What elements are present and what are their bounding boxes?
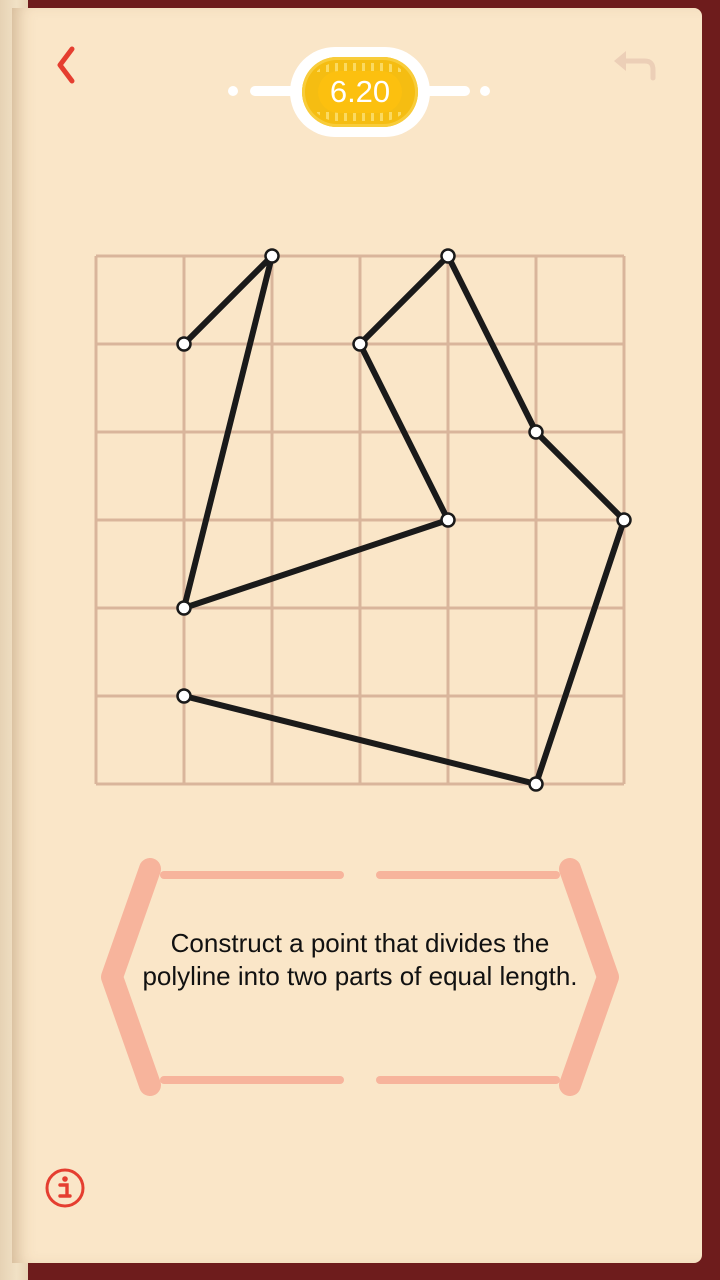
chevron-left-icon: [57, 46, 75, 84]
polyline-vertex[interactable]: [528, 776, 544, 792]
polyline-segment: [181, 693, 539, 787]
progress-line-left: [250, 86, 300, 96]
polyline: [181, 253, 627, 787]
polyline-segment: [533, 429, 627, 523]
polyline-vertex[interactable]: [176, 600, 192, 616]
polyline-vertex[interactable]: [616, 512, 632, 528]
info-button[interactable]: [44, 1167, 86, 1209]
polyline-vertex[interactable]: [176, 688, 192, 704]
polyline-vertex[interactable]: [440, 248, 456, 264]
task-frame: [101, 858, 619, 1096]
polyline-segment: [533, 517, 627, 787]
undo-button[interactable]: [608, 42, 660, 88]
level-number: 6.20: [329, 74, 391, 109]
task-description: Construct a point that divides the polyl…: [142, 928, 578, 991]
polyline-vertices: [176, 248, 632, 792]
undo-icon: [614, 51, 656, 81]
polyline-vertex[interactable]: [528, 424, 544, 440]
progress-dot-left: [228, 86, 238, 96]
progress-dot-right: [480, 86, 490, 96]
polyline-vertex[interactable]: [440, 512, 456, 528]
back-button[interactable]: [46, 40, 86, 90]
polyline-segment: [357, 253, 451, 347]
level-indicator: 6.20: [228, 44, 492, 140]
polyline-segment: [357, 341, 451, 523]
level-badge: 6.20: [290, 47, 430, 137]
task-panel: Construct a point that divides the polyl…: [100, 855, 620, 1100]
progress-line-right: [420, 86, 470, 96]
polyline-vertex[interactable]: [176, 336, 192, 352]
polyline-segment: [181, 253, 275, 611]
polyline-vertex[interactable]: [352, 336, 368, 352]
info-icon: [45, 1168, 85, 1208]
polyline-segment: [181, 517, 451, 611]
polyline-segment: [445, 253, 539, 435]
polyline-vertex[interactable]: [264, 248, 280, 264]
polyline-segment: [181, 253, 275, 347]
grid: [94, 254, 626, 786]
